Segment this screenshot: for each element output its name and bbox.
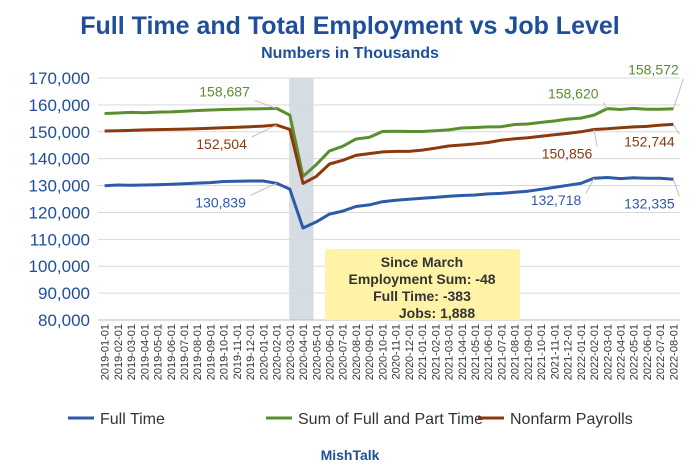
y-tick-label: 100,000 (29, 257, 90, 276)
y-tick-label: 140,000 (29, 150, 90, 169)
x-tick-label: 2020-11-01 (391, 324, 403, 379)
x-tick-label: 2021-05-01 (470, 324, 482, 380)
legend: Full Time Sum of Full and Part Time Nonfar… (68, 411, 633, 428)
chart-subtitle: Numbers in Thousands (261, 45, 439, 62)
x-tick-label: 2021-02-01 (430, 324, 442, 380)
x-tick-label: 2019-02-01 (113, 324, 125, 380)
plot-area: 80,000 90,000 100,000 110,000 120,000 130,000… (29, 62, 684, 380)
annotation-leader (672, 179, 680, 197)
x-tick-label: 2022-01-01 (576, 324, 588, 380)
y-tick-label: 110,000 (30, 230, 90, 249)
summary-box-line: Full Time: -383 (373, 288, 471, 304)
annotation-label: 158,687 (199, 83, 250, 99)
annotation-leader (602, 102, 608, 109)
y-tick-label: 90,000 (38, 284, 90, 303)
x-tick-label: 2019-07-01 (179, 324, 191, 380)
x-tick-label: 2020-03-01 (285, 324, 297, 380)
x-tick-label: 2021-11-01 (549, 324, 561, 379)
credit-label: MishTalk (321, 447, 380, 463)
annotation-label: 158,620 (548, 86, 599, 102)
legend-label-full-time: Full Time (100, 411, 165, 428)
x-tick-label: 2019-11-01 (232, 324, 244, 379)
x-tick-label: 2020-09-01 (364, 324, 376, 380)
x-tick-label: 2021-07-01 (496, 324, 508, 380)
x-tick-label: 2019-01-01 (100, 324, 112, 380)
x-tick-label: 2021-04-01 (457, 324, 469, 380)
y-tick-label: 130,000 (29, 177, 90, 196)
x-tick-label: 2020-06-01 (324, 324, 336, 380)
x-tick-label: 2020-08-01 (351, 324, 363, 380)
x-tick-label: 2022-08-01 (668, 324, 680, 380)
y-tick-label: 150,000 (29, 123, 90, 142)
annotation-leader (672, 78, 684, 109)
summary-box-line: Jobs: 1,888 (399, 305, 475, 321)
x-tick-label: 2021-01-01 (417, 324, 429, 380)
y-tick-label: 80,000 (38, 311, 90, 330)
annotation-leader (593, 129, 598, 147)
annotation-leader (672, 124, 680, 135)
x-tick-label: 2022-03-01 (602, 324, 614, 380)
x-tick-label: 2019-12-01 (245, 324, 257, 380)
x-tick-label: 2021-06-01 (483, 324, 495, 380)
x-tick-label: 2019-08-01 (192, 324, 204, 380)
y-tick-label: 170,000 (29, 69, 90, 88)
series-line-nonfarm-payrolls (104, 122, 674, 185)
series-line-full-time (104, 176, 674, 230)
x-tick-label: 2022-04-01 (615, 324, 627, 380)
x-tick-label: 2020-07-01 (338, 324, 350, 380)
x-tick-label: 2021-09-01 (523, 324, 535, 380)
x-tick-label: 2019-09-01 (205, 324, 217, 380)
x-tick-label: 2022-06-01 (642, 324, 654, 380)
summary-box-line: Employment Sum: -48 (348, 271, 495, 287)
annotation-leader (251, 124, 277, 138)
x-tick-label: 2020-05-01 (311, 324, 323, 380)
annotation-label: 150,856 (542, 145, 593, 161)
x-tick-label: 2020-12-01 (404, 324, 416, 380)
x-tick-label: 2022-02-01 (589, 324, 601, 380)
series-line-sum-of-full-and-part-time (104, 106, 674, 178)
x-tick-label: 2019-06-01 (166, 324, 178, 380)
x-tick-label: 2019-10-01 (219, 324, 231, 380)
annotation-label: 158,572 (628, 62, 679, 78)
y-tick-label: 120,000 (29, 203, 90, 222)
annotation-label: 152,744 (624, 133, 675, 149)
annotation-label: 132,718 (531, 192, 582, 208)
annotation-leader (254, 99, 277, 109)
x-tick-label: 2021-03-01 (444, 324, 456, 380)
x-tick-label: 2019-03-01 (126, 324, 138, 380)
x-tick-label: 2020-02-01 (272, 324, 284, 380)
x-tick-label: 2020-04-01 (298, 324, 310, 380)
annotation-label: 132,335 (624, 195, 675, 211)
annotation-leader (585, 178, 595, 194)
annotation-leader (250, 182, 277, 196)
x-tick-label: 2021-10-01 (536, 324, 548, 380)
summary-box-line: Since March (381, 254, 463, 270)
x-tick-label: 2022-07-01 (655, 324, 667, 380)
x-tick-label: 2020-10-01 (377, 324, 389, 380)
y-tick-label: 160,000 (29, 96, 90, 115)
x-tick-label: 2021-12-01 (563, 324, 575, 380)
x-tick-label: 2020-01-01 (258, 324, 270, 380)
chart-title: Full Time and Total Employment vs Job Le… (80, 12, 619, 40)
annotation-label: 152,504 (196, 136, 247, 152)
x-tick-label: 2022-05-01 (629, 324, 641, 380)
legend-label-sum-of-full-and-part-time: Sum of Full and Part Time (298, 411, 483, 428)
legend-label-nonfarm-payrolls: Nonfarm Payrolls (510, 411, 633, 428)
x-tick-label: 2019-05-01 (153, 324, 165, 380)
annotation-label: 130,839 (195, 194, 246, 210)
x-tick-label: 2021-08-01 (510, 324, 522, 380)
x-tick-label: 2019-04-01 (139, 324, 151, 380)
summary-box (325, 249, 520, 320)
